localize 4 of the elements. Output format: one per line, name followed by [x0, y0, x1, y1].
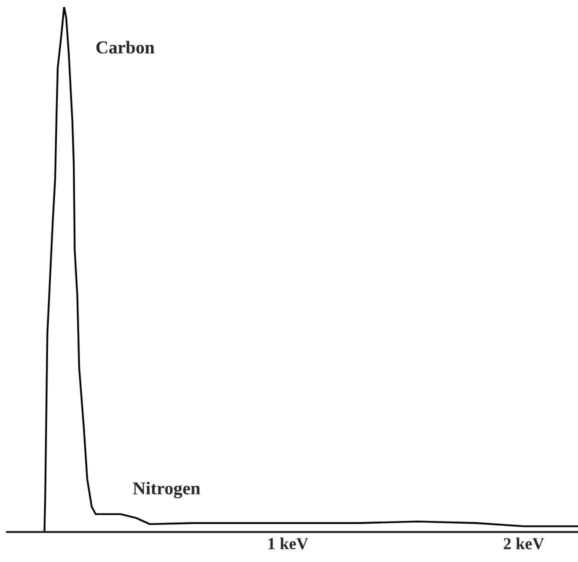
- annotation: Nitrogen: [132, 482, 200, 498]
- x-tick-label: 2 keV: [504, 538, 544, 550]
- annotation: Carbon: [96, 40, 154, 54]
- x-tick-label: 1 keV: [268, 538, 308, 550]
